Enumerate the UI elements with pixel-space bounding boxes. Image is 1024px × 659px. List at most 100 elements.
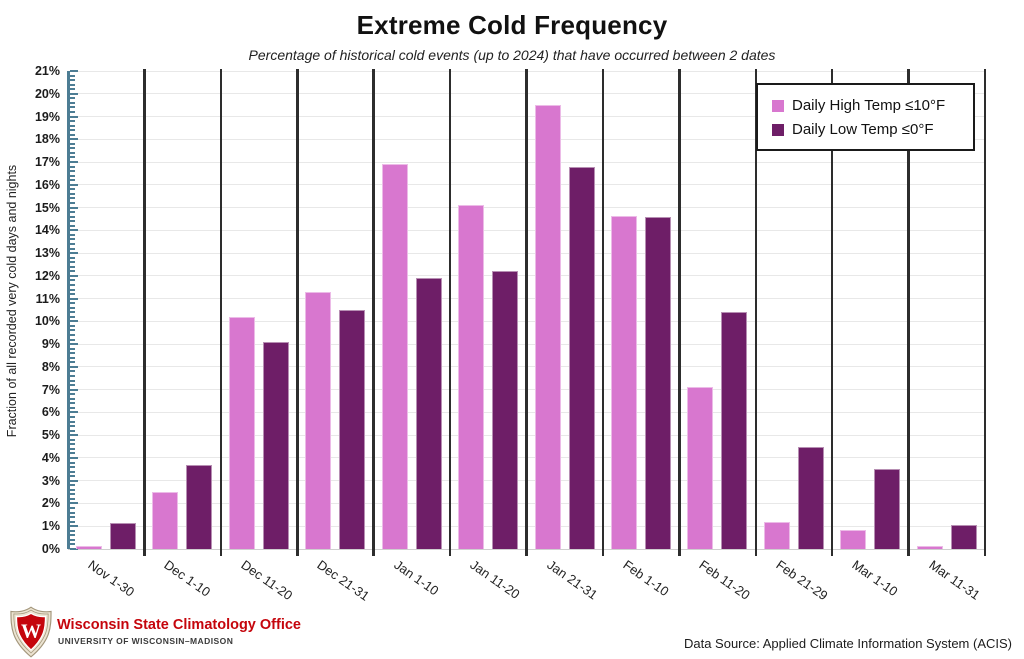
bar-daily-low bbox=[415, 278, 442, 549]
y-axis-tick bbox=[69, 302, 75, 305]
y-axis-tick bbox=[69, 138, 78, 141]
y-axis-tick bbox=[69, 283, 75, 286]
y-axis-tick bbox=[69, 265, 75, 268]
x-tick-label: Feb 11-20 bbox=[696, 557, 754, 603]
y-tick-label: 18% bbox=[34, 132, 60, 147]
y-axis-tick bbox=[69, 106, 75, 109]
y-axis-tick bbox=[69, 142, 75, 145]
bar-daily-high bbox=[152, 492, 179, 549]
y-axis-tick bbox=[69, 347, 75, 350]
y-axis-tick bbox=[69, 188, 75, 191]
x-tick-label: Mar 1-10 bbox=[849, 557, 901, 600]
y-axis-tick bbox=[69, 238, 75, 241]
group-separator-line bbox=[830, 69, 834, 556]
bar-daily-high bbox=[76, 545, 102, 549]
bar-daily-low bbox=[186, 464, 213, 549]
y-axis-tick bbox=[69, 70, 78, 72]
bar-daily-low bbox=[262, 341, 289, 549]
y-axis-tick bbox=[69, 120, 75, 123]
bar-daily-low bbox=[797, 446, 824, 549]
y-axis-tick bbox=[69, 306, 75, 309]
y-axis-tick bbox=[69, 343, 78, 346]
y-axis-tick bbox=[69, 420, 75, 423]
y-axis-tick bbox=[69, 179, 75, 182]
x-tick-label: Dec 1-10 bbox=[161, 557, 214, 600]
y-axis-tick bbox=[69, 393, 75, 396]
y-axis-tick bbox=[69, 511, 75, 514]
y-axis-tick bbox=[69, 479, 78, 482]
y-axis-tick bbox=[69, 329, 75, 332]
y-tick-label: 11% bbox=[35, 291, 60, 306]
y-axis-tick bbox=[69, 402, 75, 405]
y-axis-tick bbox=[69, 192, 75, 195]
group-separator-line bbox=[296, 69, 299, 556]
y-tick-label: 2% bbox=[41, 496, 60, 511]
y-axis-tick bbox=[69, 83, 75, 86]
y-tick-label: 15% bbox=[34, 200, 60, 215]
bar-daily-low bbox=[950, 525, 977, 549]
bar-daily-high bbox=[228, 316, 255, 549]
y-axis-tick bbox=[69, 484, 75, 487]
y-axis-tick bbox=[69, 411, 78, 414]
bar-daily-high bbox=[916, 546, 943, 549]
bar-daily-high bbox=[687, 387, 714, 549]
y-axis-tick bbox=[69, 88, 75, 91]
y-axis-tick bbox=[69, 379, 75, 382]
group-separator-line bbox=[601, 69, 605, 556]
bar-daily-low bbox=[110, 522, 136, 549]
org-subtitle: UNIVERSITY OF WISCONSIN–MADISON bbox=[58, 636, 234, 646]
y-axis-tick bbox=[69, 297, 78, 300]
y-axis-tick bbox=[69, 388, 78, 391]
y-axis-tick bbox=[69, 197, 75, 200]
bar-daily-low bbox=[644, 216, 671, 549]
y-axis-tick bbox=[69, 488, 75, 491]
legend-item-daily-low: Daily Low Temp ≤0°F bbox=[772, 121, 963, 138]
group-separator-line bbox=[448, 69, 452, 556]
y-axis-tick bbox=[69, 270, 75, 273]
y-tick-label: 20% bbox=[34, 86, 60, 101]
x-tick-label: Feb 21-29 bbox=[773, 557, 831, 604]
y-axis-tick bbox=[69, 256, 75, 259]
y-axis-tick bbox=[69, 183, 78, 186]
y-tick-label: 1% bbox=[41, 519, 60, 534]
y-axis-tick bbox=[69, 288, 75, 291]
y-axis-tick bbox=[69, 220, 75, 223]
y-axis-tick bbox=[69, 443, 75, 446]
y-axis-tick bbox=[69, 406, 75, 409]
uw-crest-icon: W bbox=[10, 606, 52, 658]
y-axis-tick bbox=[69, 129, 75, 132]
y-axis-tick bbox=[69, 384, 75, 387]
y-axis-tick bbox=[69, 356, 75, 359]
y-axis-tick bbox=[69, 470, 75, 473]
y-axis-tick bbox=[69, 461, 75, 464]
y-axis-tick bbox=[69, 252, 78, 255]
y-tick-label: 19% bbox=[34, 109, 60, 124]
y-axis-tick bbox=[69, 352, 75, 355]
y-axis-tick bbox=[69, 156, 75, 159]
y-axis-tick bbox=[69, 397, 75, 400]
y-axis-tick bbox=[69, 456, 78, 459]
y-axis-tick bbox=[69, 543, 75, 546]
y-axis-tick bbox=[69, 261, 75, 264]
org-name: Wisconsin State Climatology Office bbox=[57, 617, 301, 633]
group-separator-line bbox=[219, 69, 223, 556]
y-axis-tick bbox=[69, 174, 75, 177]
y-tick-label: 9% bbox=[41, 337, 60, 352]
y-axis-tick bbox=[69, 516, 75, 519]
y-axis-tick bbox=[69, 497, 75, 500]
bar-daily-high bbox=[840, 529, 867, 549]
y-axis-tick bbox=[69, 493, 75, 496]
y-axis-tick bbox=[69, 79, 75, 82]
y-axis-tick bbox=[69, 502, 78, 505]
y-axis-tick bbox=[69, 74, 75, 77]
y-axis-tick bbox=[69, 475, 75, 478]
x-tick-label: Jan 11-20 bbox=[467, 557, 523, 602]
y-tick-label: 13% bbox=[34, 246, 60, 261]
y-axis-tick bbox=[69, 279, 75, 282]
y-axis-tick bbox=[69, 110, 75, 113]
x-tick-label: Dec 21-31 bbox=[314, 557, 373, 604]
y-axis-tick bbox=[69, 338, 75, 341]
legend-item-daily-high: Daily High Temp ≤10°F bbox=[772, 97, 963, 114]
y-axis-tick bbox=[69, 415, 75, 418]
